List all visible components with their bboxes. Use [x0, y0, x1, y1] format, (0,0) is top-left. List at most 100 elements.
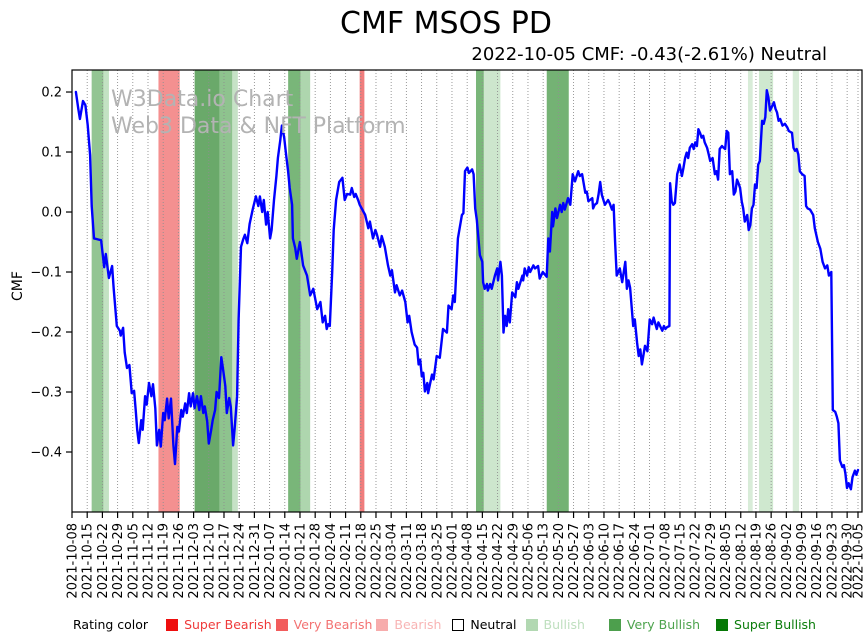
rating-band [194, 70, 220, 512]
rating-band [483, 70, 501, 512]
rating-band [792, 70, 800, 512]
x-tick-label: 2022-05-20 [552, 523, 567, 599]
y-tick-label: 0.0 [41, 206, 62, 221]
rating-band [758, 70, 774, 512]
x-tick-label: 2022-04-22 [491, 523, 506, 599]
x-tick-label: 2022-05-13 [537, 523, 552, 599]
x-tick-label: 2022-03-18 [415, 523, 430, 599]
legend-swatch-bearish [376, 618, 389, 631]
x-tick-label: 2022-05-06 [521, 523, 536, 599]
x-tick-label: 2022-10-05 [852, 523, 867, 599]
y-tick-label: 0.2 [41, 86, 62, 101]
x-tick-label: 2021-12-17 [217, 523, 232, 599]
legend-swatch-very-bullish [608, 618, 621, 631]
legend-item-label: Very Bullish [626, 617, 701, 632]
x-tick-label: 2022-01-14 [278, 523, 293, 599]
x-tick-label: 2022-06-03 [582, 523, 597, 599]
x-tick-label: 2021-12-10 [202, 523, 217, 599]
rating-band [232, 70, 238, 512]
x-tick-label: 2022-03-25 [430, 523, 445, 599]
y-tick-label: −0.4 [30, 446, 62, 461]
x-tick-label: 2022-05-27 [567, 523, 582, 599]
x-tick-label: 2021-12-31 [248, 523, 263, 599]
x-tick-label: 2022-04-15 [476, 523, 491, 599]
rating-band [158, 70, 180, 512]
legend-swatch-super-bearish [166, 618, 179, 631]
x-tick-label: 2022-08-26 [765, 523, 780, 599]
legend-item-label: Bullish [543, 617, 585, 632]
rating-band [546, 70, 569, 512]
legend-swatch-neutral [452, 618, 465, 631]
legend-item-label: Super Bearish [184, 617, 272, 632]
x-tick-label: 2022-02-11 [339, 523, 354, 599]
x-tick-label: 2022-01-07 [263, 523, 278, 599]
x-tick-label: 2022-09-30 [841, 523, 856, 599]
rating-band [91, 70, 104, 512]
x-tick-label: 2022-03-11 [400, 523, 415, 599]
x-tick-label: 2021-11-12 [141, 523, 156, 599]
x-tick-label: 2021-11-19 [157, 523, 172, 599]
rating-color-legend: Rating color Super Bearish Very Bearish Be… [73, 617, 816, 632]
x-tick-label: 2022-07-01 [643, 523, 658, 599]
x-tick-label: 2022-07-08 [658, 523, 673, 599]
legend-item-label: Very Bearish [293, 617, 373, 632]
legend-title: Rating color [73, 617, 149, 632]
x-tick-label: 2022-04-29 [506, 523, 521, 599]
legend-item-very-bearish: Very Bearish [275, 617, 373, 632]
x-tick-label: 2022-02-18 [354, 523, 369, 599]
x-tick-label: 2021-12-03 [187, 523, 202, 599]
x-tick-label: 2021-11-26 [172, 523, 187, 599]
x-tick-label: 2021-10-29 [111, 523, 126, 599]
legend-item-label: Super Bullish [734, 617, 816, 632]
legend-item-label: Bearish [394, 617, 442, 632]
x-tick-label: 2021-11-05 [126, 523, 141, 599]
x-tick-label: 2021-10-08 [66, 523, 81, 599]
x-tick-label: 2022-09-23 [825, 523, 840, 599]
rating-band [219, 70, 233, 512]
legend-item-very-bullish: Very Bullish [608, 617, 701, 632]
x-tick-label: 2022-07-15 [673, 523, 688, 599]
x-tick-label: 2022-06-10 [597, 523, 612, 599]
x-tick-label: 2022-06-24 [628, 523, 643, 599]
y-tick-label: −0.1 [30, 266, 62, 281]
x-tick-label: 2022-02-25 [369, 523, 384, 599]
legend-item-neutral: Neutral [452, 617, 517, 632]
x-tick-label: 2022-07-29 [704, 523, 719, 599]
chart-subtitle: 2022-10-05 CMF: -0.43(-2.61%) Neutral [471, 44, 827, 65]
x-tick-label: 2022-08-19 [749, 523, 764, 599]
x-tick-label: 2022-01-21 [293, 523, 308, 599]
cmf-series-line [74, 88, 860, 491]
legend-item-bullish: Bullish [525, 617, 585, 632]
x-tick-label: 2022-04-01 [445, 523, 460, 599]
x-tick-label: 2022-04-08 [461, 523, 476, 599]
legend-item-super-bullish: Super Bullish [716, 617, 816, 632]
rating-band [300, 70, 311, 512]
x-tick-label: 2021-12-24 [233, 523, 248, 599]
y-tick-label: −0.3 [30, 386, 62, 401]
x-tick-label: 2022-08-12 [734, 523, 749, 599]
x-tick-label: 2022-01-28 [309, 523, 324, 599]
x-tick-label: 2022-09-09 [795, 523, 810, 599]
x-tick-label: 2022-03-04 [385, 523, 400, 599]
legend-swatch-bullish [525, 618, 538, 631]
legend-item-bearish: Bearish [376, 617, 441, 632]
x-tick-label: 2021-10-22 [96, 523, 111, 599]
x-tick-label: 2021-10-15 [81, 523, 96, 599]
rating-band [288, 70, 301, 512]
x-tick-label: 2022-09-16 [810, 523, 825, 599]
rating-band [359, 70, 365, 512]
x-tick-label: 2022-02-04 [324, 523, 339, 599]
x-tick-label: 2022-06-17 [613, 523, 628, 599]
y-tick-label: 0.1 [41, 146, 62, 161]
x-tick-label: 2022-07-22 [689, 523, 704, 599]
legend-swatch-super-bullish [716, 618, 729, 631]
rating-band [476, 70, 484, 512]
legend-item-label: Neutral [470, 617, 517, 632]
legend-swatch-very-bearish [275, 618, 288, 631]
x-tick-label: 2022-09-02 [780, 523, 795, 599]
chart-title: CMF MSOS PD [340, 6, 552, 41]
rating-band [747, 70, 753, 512]
rating-band [103, 70, 109, 512]
